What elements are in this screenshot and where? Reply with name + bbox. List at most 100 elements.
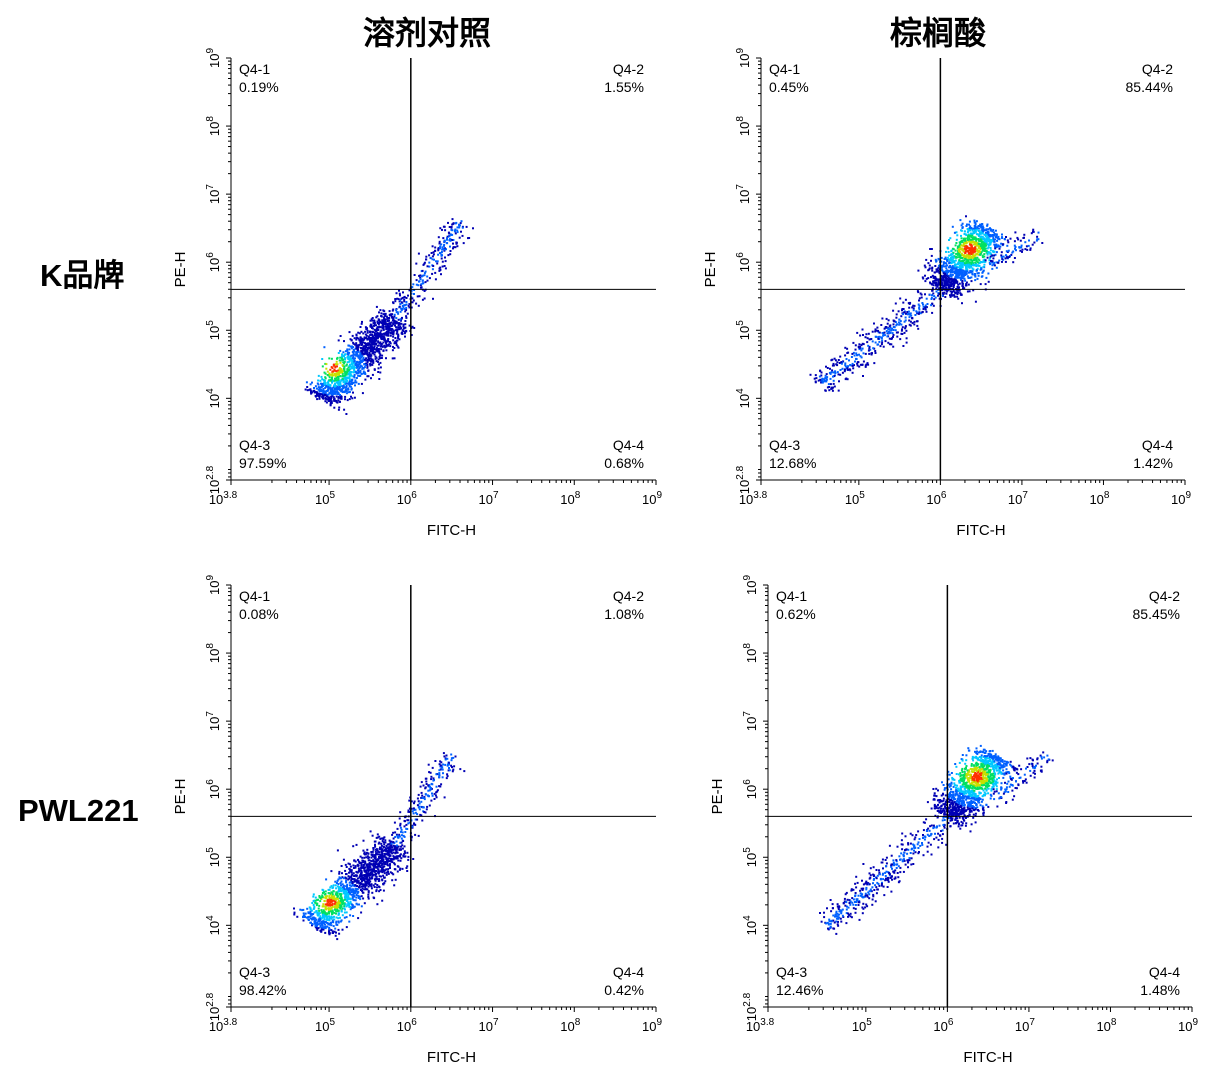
- event-dot: [371, 834, 374, 837]
- event-dot: [359, 326, 362, 328]
- event-dot: [312, 918, 315, 921]
- event-dot: [400, 319, 402, 322]
- event-dot: [892, 309, 895, 312]
- event-dot: [328, 932, 331, 935]
- event-dot: [960, 240, 962, 243]
- event-dot: [381, 866, 384, 869]
- event-dot: [407, 294, 409, 297]
- event-dot: [336, 923, 339, 926]
- event-dot: [318, 895, 321, 897]
- event-dot: [1007, 249, 1010, 252]
- event-dot: [332, 884, 335, 887]
- event-dot: [398, 835, 401, 838]
- event-dot: [431, 766, 434, 769]
- event-dot: [366, 344, 369, 347]
- event-dot: [953, 261, 956, 264]
- event-dot: [415, 302, 418, 305]
- event-dot: [935, 279, 938, 282]
- event-dot: [974, 250, 977, 253]
- event-dot: [397, 845, 400, 848]
- event-dot: [330, 921, 332, 924]
- event-dot: [343, 877, 345, 880]
- event-dot: [331, 904, 334, 906]
- event-dot: [328, 902, 331, 905]
- event-dot: [979, 247, 982, 249]
- event-dot: [452, 239, 455, 241]
- event-dot: [450, 757, 453, 760]
- event-dot: [422, 806, 424, 809]
- event-dot: [381, 319, 384, 322]
- event-dot: [442, 752, 445, 755]
- event-dot: [832, 382, 835, 385]
- event-dot: [332, 396, 335, 399]
- event-dot: [1007, 241, 1010, 244]
- quadrant-name: Q4-4: [613, 437, 644, 453]
- event-dot: [374, 357, 377, 360]
- event-dot: [361, 343, 364, 346]
- event-dot: [341, 907, 344, 910]
- event-dot: [388, 310, 391, 313]
- event-dot: [358, 367, 361, 370]
- event-dot: [950, 250, 953, 253]
- event-dot: [322, 389, 325, 392]
- event-dot: [988, 251, 991, 254]
- event-dot: [399, 859, 402, 862]
- event-dot: [1020, 244, 1023, 247]
- event-dot: [959, 242, 962, 245]
- event-dot: [341, 359, 344, 362]
- event-dot: [992, 263, 995, 266]
- event-dot: [868, 345, 871, 348]
- x-tick-label: 105: [315, 490, 335, 507]
- event-dot: [440, 254, 443, 257]
- event-dot: [855, 352, 858, 355]
- event-dot: [864, 352, 867, 355]
- event-dot: [327, 373, 330, 376]
- event-dot: [369, 338, 372, 341]
- event-dot: [315, 922, 318, 925]
- event-dot: [410, 800, 413, 803]
- event-dot: [924, 280, 927, 283]
- event-dot: [335, 912, 337, 915]
- event-dot: [959, 246, 962, 249]
- event-dot: [879, 345, 882, 348]
- event-dot: [946, 259, 949, 261]
- event-dot: [921, 311, 924, 314]
- event-dot: [459, 222, 462, 225]
- event-dot: [400, 841, 403, 844]
- event-dot: [374, 840, 377, 843]
- event-dot: [328, 918, 331, 921]
- event-dot: [375, 316, 378, 319]
- event-dot: [446, 764, 449, 767]
- event-dot: [366, 874, 369, 877]
- event-dot: [855, 357, 857, 360]
- event-dot: [326, 925, 329, 928]
- event-dot: [369, 353, 372, 356]
- event-dot: [927, 262, 930, 265]
- event-dot: [390, 840, 393, 843]
- event-dot: [352, 872, 355, 875]
- event-dot: [337, 391, 340, 394]
- event-dot: [327, 911, 330, 913]
- event-dot: [870, 353, 873, 356]
- event-dot: [331, 373, 333, 376]
- event-dot: [829, 383, 832, 386]
- event-dot: [892, 335, 894, 338]
- event-dot: [972, 249, 975, 252]
- event-dot: [344, 353, 347, 356]
- event-dot: [329, 379, 332, 382]
- event-dot: [400, 845, 402, 848]
- event-dot: [372, 335, 375, 338]
- event-dot: [877, 343, 880, 346]
- event-dot: [940, 256, 943, 259]
- event-dot: [380, 329, 383, 332]
- event-dot: [327, 385, 330, 388]
- event-dot: [324, 393, 327, 396]
- event-dot: [411, 297, 414, 300]
- event-dot: [342, 351, 345, 354]
- event-dot: [444, 229, 447, 232]
- event-dot: [344, 377, 346, 380]
- event-dot: [425, 780, 428, 783]
- event-dot: [440, 273, 442, 276]
- y-tick-label: 104: [205, 388, 222, 408]
- event-dot: [424, 811, 427, 814]
